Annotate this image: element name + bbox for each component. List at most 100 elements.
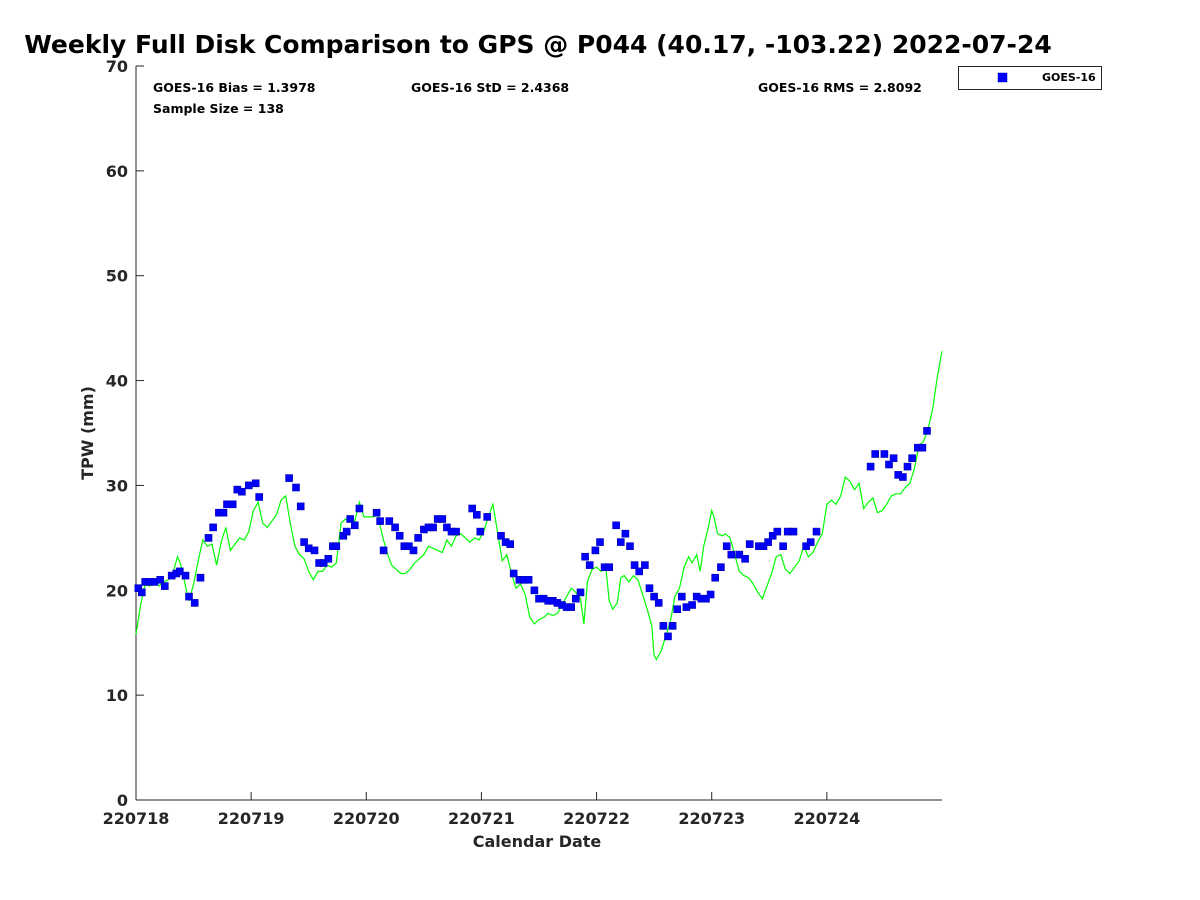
data-point-goes16 bbox=[443, 523, 451, 532]
data-point-goes16 bbox=[395, 531, 404, 540]
y-tick-label: 50 bbox=[106, 267, 128, 286]
data-point-goes16 bbox=[509, 569, 518, 578]
data-point-goes16 bbox=[209, 523, 217, 532]
data-point-goes16 bbox=[576, 588, 585, 597]
data-point-goes16 bbox=[802, 542, 810, 551]
y-tick-label: 0 bbox=[117, 791, 128, 810]
sample-size-stat: Sample Size = 138 bbox=[153, 101, 284, 116]
data-point-goes16 bbox=[908, 454, 916, 463]
data-point-goes16 bbox=[899, 473, 907, 481]
axes bbox=[135, 66, 942, 801]
data-point-goes16 bbox=[668, 622, 677, 630]
x-axis-label: Calendar Date bbox=[473, 832, 602, 851]
data-point-goes16 bbox=[596, 538, 604, 546]
data-point-goes16 bbox=[185, 592, 193, 601]
data-point-goes16 bbox=[228, 500, 237, 509]
std-stat: GOES-16 StD = 2.4368 bbox=[411, 80, 569, 95]
data-point-goes16 bbox=[759, 542, 768, 551]
x-tick-label: 220723 bbox=[678, 809, 745, 828]
data-point-goes16 bbox=[654, 599, 663, 607]
y-axis-label: TPW (mm) bbox=[78, 386, 97, 480]
data-point-goes16 bbox=[727, 550, 736, 559]
data-point-goes16 bbox=[571, 594, 580, 603]
data-point-goes16 bbox=[497, 531, 505, 540]
data-point-goes16 bbox=[650, 592, 658, 601]
data-point-goes16 bbox=[591, 546, 600, 555]
data-point-goes16 bbox=[285, 474, 293, 482]
data-point-goes16 bbox=[296, 502, 305, 511]
data-point-goes16 bbox=[641, 561, 649, 569]
data-point-goes16 bbox=[506, 540, 515, 548]
data-point-goes16 bbox=[664, 632, 672, 641]
data-point-goes16 bbox=[429, 523, 437, 532]
data-point-goes16 bbox=[324, 554, 333, 563]
data-point-goes16 bbox=[903, 462, 912, 471]
rms-stat: GOES-16 RMS = 2.8092 bbox=[758, 80, 922, 95]
x-tick-label: 220722 bbox=[563, 809, 630, 828]
legend-label-goes16: GOES-16 bbox=[1042, 71, 1096, 84]
data-point-goes16 bbox=[292, 483, 300, 492]
data-point-goes16 bbox=[645, 584, 654, 593]
data-point-goes16 bbox=[706, 590, 715, 599]
chart-title: Weekly Full Disk Comparison to GPS @ P04… bbox=[24, 30, 1051, 59]
data-point-goes16 bbox=[472, 510, 481, 519]
legend-box bbox=[958, 66, 1102, 90]
data-point-goes16 bbox=[245, 481, 253, 490]
data-point-goes16 bbox=[530, 586, 539, 595]
data-point-goes16 bbox=[585, 561, 594, 569]
data-point-goes16 bbox=[138, 588, 146, 597]
data-point-goes16 bbox=[332, 542, 341, 551]
data-point-goes16 bbox=[659, 622, 668, 630]
x-tick-label: 220720 bbox=[333, 809, 400, 828]
data-point-goes16 bbox=[379, 546, 388, 555]
data-point-goes16 bbox=[372, 508, 381, 517]
legend-marker-goes16 bbox=[997, 72, 1008, 83]
data-point-goes16 bbox=[889, 454, 898, 463]
data-point-goes16 bbox=[630, 561, 639, 569]
data-point-goes16 bbox=[391, 523, 399, 532]
y-tick-label: 20 bbox=[106, 581, 128, 600]
y-tick-label: 70 bbox=[106, 57, 128, 76]
data-point-goes16 bbox=[181, 571, 190, 580]
data-point-goes16 bbox=[702, 594, 710, 603]
data-point-goes16 bbox=[452, 527, 460, 536]
data-point-goes16 bbox=[300, 538, 308, 546]
data-point-goes16 bbox=[409, 546, 418, 555]
data-point-goes16 bbox=[923, 427, 931, 435]
data-point-goes16 bbox=[711, 573, 720, 582]
data-point-goes16 bbox=[717, 563, 725, 572]
data-point-goes16 bbox=[161, 582, 169, 590]
data-point-goes16 bbox=[156, 575, 164, 584]
data-point-goes16 bbox=[735, 550, 744, 559]
data-point-goes16 bbox=[190, 599, 199, 607]
data-point-goes16 bbox=[789, 527, 798, 536]
series-line-gps bbox=[135, 351, 943, 661]
data-point-goes16 bbox=[476, 527, 485, 536]
data-point-goes16 bbox=[626, 542, 634, 551]
data-point-goes16 bbox=[764, 538, 772, 546]
x-ticks: 220718 220719 220720 220721 220722 220723 2207… bbox=[103, 792, 860, 828]
x-tick-label: 220724 bbox=[793, 809, 860, 828]
data-point-goes16 bbox=[483, 513, 492, 521]
data-point-goes16 bbox=[866, 462, 875, 471]
data-point-goes16 bbox=[414, 534, 422, 542]
data-point-goes16 bbox=[871, 450, 880, 458]
data-point-goes16 bbox=[346, 515, 355, 523]
data-point-goes16 bbox=[806, 538, 815, 546]
data-point-goes16 bbox=[251, 479, 260, 488]
data-point-goes16 bbox=[918, 443, 927, 452]
data-point-goes16 bbox=[621, 529, 630, 538]
data-point-goes16 bbox=[773, 527, 782, 536]
data-point-goes16 bbox=[567, 603, 576, 611]
data-point-goes16 bbox=[350, 521, 359, 530]
data-point-goes16 bbox=[779, 542, 787, 551]
data-point-goes16 bbox=[176, 567, 184, 576]
series-goes16-points bbox=[134, 427, 931, 641]
y-tick-label: 60 bbox=[106, 162, 128, 181]
data-point-goes16 bbox=[255, 493, 263, 501]
data-point-goes16 bbox=[768, 531, 777, 540]
legend: GOES-16 bbox=[958, 66, 1102, 90]
data-point-goes16 bbox=[342, 527, 351, 536]
data-point-goes16 bbox=[196, 573, 205, 582]
